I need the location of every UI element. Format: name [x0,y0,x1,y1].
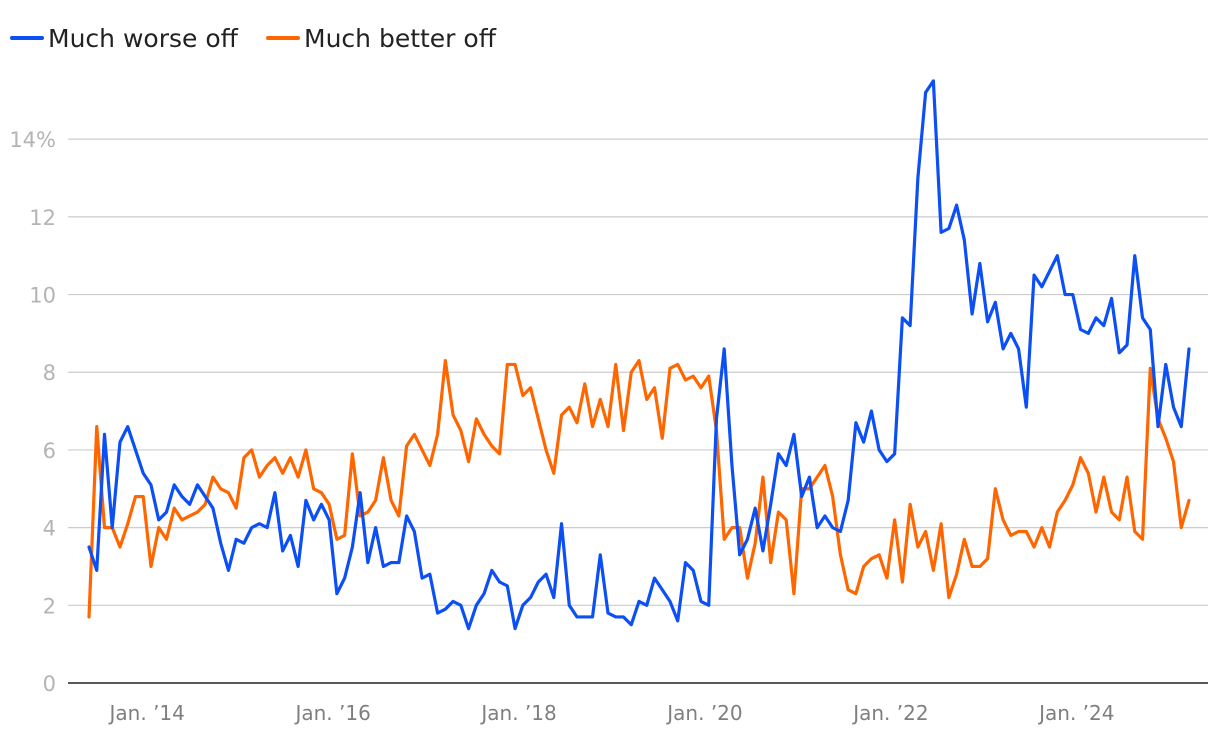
x-tick-label: Jan. ’22 [851,701,928,725]
y-tick-label: 2 [43,594,56,618]
y-tick-label: 14% [9,128,56,152]
y-tick-label: 8 [43,361,56,385]
legend-label-much-worse-off: Much worse off [48,24,239,53]
x-tick-label: Jan. ’24 [1037,701,1114,725]
x-tick-label: Jan. ’16 [293,701,370,725]
series-line-much-better-off [87,358,1191,619]
y-axis-ticks: 0 2 4 6 8 10 12 14% [9,128,56,696]
x-tick-label: Jan. ’14 [108,701,185,725]
legend-label-much-better-off: Much better off [304,24,497,53]
y-tick-label: 12 [29,206,56,230]
legend-item-much-better-off: Much better off [266,24,497,53]
y-tick-label: 10 [29,284,56,308]
y-tick-label: 6 [43,439,56,463]
x-tick-label: Jan. ’18 [479,701,556,725]
x-axis-ticks: Jan. ’14 Jan. ’16 Jan. ’18 Jan. ’20 Jan. ’22… [108,701,1115,725]
legend: Much worse off Much better off [10,24,497,53]
legend-item-much-worse-off: Much worse off [10,24,239,53]
series-line-much-worse-off [87,79,1191,631]
y-tick-label: 4 [43,517,56,541]
x-tick-label: Jan. ’20 [665,701,742,725]
y-tick-label: 0 [43,672,56,696]
series-layer [87,79,1191,631]
gridlines [68,138,1208,606]
